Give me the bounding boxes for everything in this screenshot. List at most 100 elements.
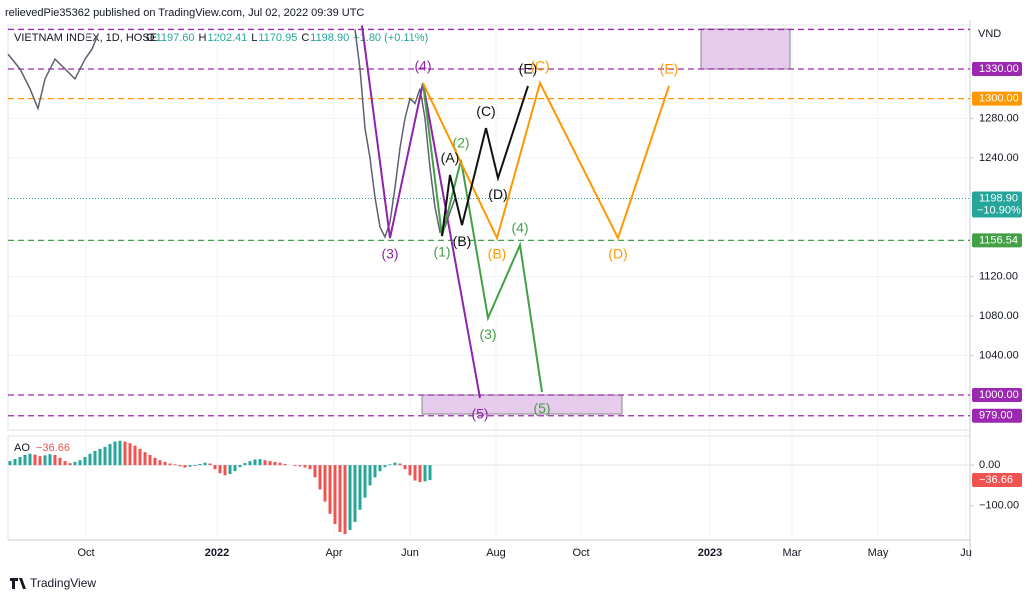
price-label: 1300.00 (979, 93, 1019, 105)
ao-bar (308, 465, 312, 470)
price-label-box (972, 61, 1022, 76)
ao-bar (323, 465, 327, 502)
ao-bar (413, 465, 417, 481)
ao-bar (48, 454, 52, 466)
header: relievedPie35362 published on TradingVie… (5, 7, 364, 19)
ao-bar (203, 462, 207, 466)
ao-bar (423, 465, 427, 482)
ao-bar (228, 465, 232, 475)
wave-label: (B) (453, 233, 472, 249)
x-tick-label: Oct (572, 547, 589, 559)
ao-bar (363, 465, 367, 498)
wave-label: (5) (533, 400, 550, 416)
y-tick-label: 1280.00 (979, 112, 1019, 124)
ao-bar (103, 446, 107, 466)
ao-tick-label: 0.00 (979, 459, 1000, 471)
ao-bar (153, 457, 157, 466)
ao-bar (23, 454, 27, 466)
wave-line (441, 85, 529, 237)
price-label: 1198.90 (979, 192, 1018, 204)
ao-bar (53, 454, 57, 466)
ao-bar (333, 465, 337, 524)
x-tick-label: May (868, 547, 889, 559)
x-tick-label: Jun (401, 547, 419, 559)
ao-bar (128, 443, 132, 466)
ao-bar (233, 465, 237, 472)
currency: VND (978, 28, 1001, 40)
x-tick-label: Mar (783, 547, 802, 559)
ao-bar (198, 463, 202, 466)
ao-bar (133, 445, 137, 466)
ao-bar (118, 440, 122, 466)
wave-label: (1) (433, 244, 450, 260)
wave-label: (2) (452, 135, 469, 151)
brand: TradingView (30, 576, 96, 590)
wave-label: (A) (441, 150, 460, 166)
ao-bar (108, 444, 112, 466)
ao-bar (418, 465, 422, 483)
ao-bar (318, 465, 322, 490)
ao-bar (358, 465, 362, 510)
price-line (7, 29, 456, 239)
ao-bar (248, 461, 252, 466)
ao-bar (273, 461, 277, 466)
ao-bar (163, 461, 167, 466)
x-tick-label: 2023 (698, 547, 722, 559)
ao-bar (68, 463, 72, 466)
wave-label: (3) (479, 326, 496, 342)
price-label-sub: −10.90% (977, 204, 1021, 216)
x-tick-label: Ju (960, 547, 972, 559)
ao-bar (253, 459, 257, 466)
ao-tick-label: −100.00 (979, 500, 1019, 512)
ao-bar (383, 465, 387, 468)
ohlc-item: L (251, 32, 257, 44)
price-label-box (972, 408, 1022, 423)
ao-bar (98, 448, 102, 466)
x-tick-label: 2022 (205, 547, 229, 559)
wave-label: (E) (660, 61, 679, 77)
ao-bar (58, 457, 62, 466)
ao-bar (283, 463, 287, 466)
ao-bar (88, 453, 92, 466)
ao-last-box (972, 472, 1022, 487)
ao-bar (73, 461, 77, 466)
zone (700, 28, 791, 70)
ao-bar (373, 465, 377, 478)
ohlc-item: +1.80 (+0.11%) (353, 32, 428, 44)
ohlc-item: 1202.41 (207, 32, 247, 44)
ao-bar (293, 465, 297, 466)
wave-label: (4) (511, 220, 528, 236)
ao-bar (408, 465, 412, 476)
price-label-box (972, 191, 1022, 218)
ao-bar (183, 465, 187, 468)
ohlc-item: C (301, 32, 309, 44)
ao-bar (303, 465, 307, 468)
wave-line (422, 82, 543, 393)
ao-bar (78, 460, 82, 466)
y-tick-label: 1040.00 (979, 349, 1019, 361)
ao-bar (393, 462, 397, 466)
ao-bar (33, 454, 37, 466)
ao-bar (43, 455, 47, 466)
wave-label: (C) (530, 58, 549, 74)
ao-bar (28, 453, 32, 466)
ao-bar (428, 465, 432, 480)
ao-bar (343, 465, 347, 535)
wave-label: (C) (476, 103, 495, 119)
ao-bar (168, 463, 172, 466)
brand-logo (10, 578, 26, 589)
ohlc-item: O (146, 32, 155, 44)
price-label-box (972, 388, 1022, 403)
ao-name: AO (14, 442, 30, 454)
ao-bar (208, 463, 212, 466)
ao-bar (268, 461, 272, 466)
ao-bar (263, 460, 267, 466)
ao-bar (63, 461, 67, 466)
wave-label: (E) (519, 61, 538, 77)
ao-bar (18, 457, 22, 466)
y-tick-label: 1120.00 (979, 270, 1018, 282)
ao-bar (258, 459, 262, 466)
ao-bar (353, 465, 357, 522)
ohlc-item: 1198.90 (310, 32, 349, 44)
